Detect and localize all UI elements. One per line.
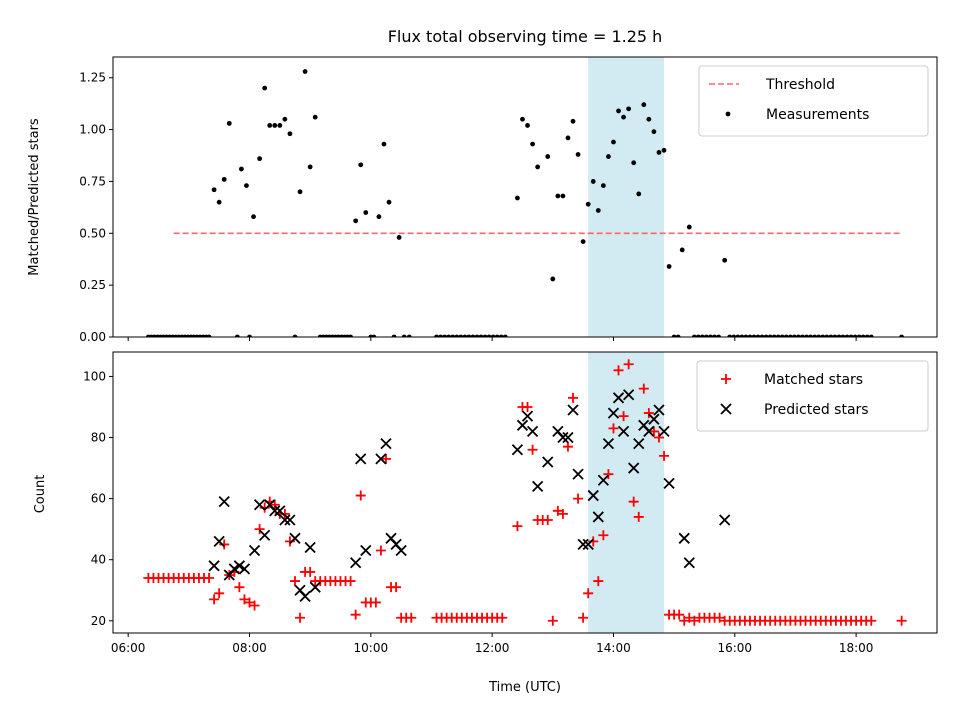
- measurement-point: [611, 140, 616, 145]
- measurement-point: [641, 102, 646, 107]
- measurement-point: [277, 123, 282, 128]
- measurement-point: [680, 247, 685, 252]
- top-y-axis-label: Matched/Predicted stars: [27, 118, 42, 276]
- measurement-point: [657, 150, 662, 155]
- x-axis-label: Time (UTC): [488, 680, 561, 695]
- legend-label: Matched stars: [764, 372, 863, 388]
- legend-label: Predicted stars: [764, 402, 869, 418]
- bottom-y-tick-label: 20: [91, 614, 106, 628]
- bottom-y-tick-label: 60: [91, 492, 106, 506]
- legend-label: Threshold: [765, 77, 835, 93]
- x-tick-label: 10:00: [354, 641, 389, 655]
- measurement-point: [616, 109, 621, 114]
- bottom-y-tick-label: 80: [91, 431, 106, 445]
- measurement-point: [298, 189, 303, 194]
- measurement-point: [667, 264, 672, 269]
- measurement-point: [520, 117, 525, 122]
- measurement-point: [636, 191, 641, 196]
- measurement-point: [217, 200, 222, 205]
- measurement-point: [308, 165, 313, 170]
- top-y-tick-label: 1.25: [79, 71, 106, 85]
- measurement-point: [535, 165, 540, 170]
- measurement-point: [591, 179, 596, 184]
- legend-measurement-swatch: [726, 112, 731, 117]
- measurement-point: [550, 277, 555, 282]
- top-y-tick-label: 1.00: [79, 123, 106, 137]
- measurement-point: [387, 200, 392, 205]
- measurement-point: [257, 156, 262, 161]
- measurement-point: [596, 208, 601, 213]
- measurement-point: [571, 119, 576, 124]
- measurement-point: [288, 131, 293, 136]
- measurement-point: [555, 194, 560, 199]
- top-y-tick-label: 0.75: [79, 174, 106, 188]
- measurement-point: [606, 154, 611, 159]
- chart-title: Flux total observing time = 1.25 h: [388, 27, 663, 46]
- measurement-point: [525, 123, 530, 128]
- measurement-point: [626, 106, 631, 111]
- top-y-tick-label: 0.25: [79, 278, 106, 292]
- measurement-point: [631, 160, 636, 165]
- measurement-point: [377, 214, 382, 219]
- x-tick-label: 18:00: [839, 641, 874, 655]
- measurement-point: [282, 117, 287, 122]
- x-tick-label: 06:00: [111, 641, 146, 655]
- x-tick-label: 14:00: [596, 641, 631, 655]
- chart-figure: Flux total observing time = 1.25 h 0.00 0…: [0, 0, 960, 720]
- measurement-point: [652, 129, 657, 134]
- measurement-point: [722, 258, 727, 263]
- measurement-point: [227, 121, 232, 126]
- measurement-point: [251, 214, 256, 219]
- top-highlight-span: [588, 57, 664, 337]
- measurement-point: [601, 183, 606, 188]
- bottom-legend: Matched stars Predicted stars: [697, 361, 928, 431]
- measurement-point: [267, 123, 272, 128]
- measurement-point: [363, 210, 368, 215]
- measurement-point: [576, 152, 581, 157]
- measurement-point: [358, 162, 363, 167]
- measurement-point: [646, 117, 651, 122]
- legend-label: Measurements: [766, 107, 869, 123]
- measurement-point: [313, 115, 318, 120]
- measurement-point: [662, 148, 667, 153]
- measurement-point: [262, 86, 267, 91]
- measurement-point: [239, 167, 244, 172]
- measurement-point: [545, 154, 550, 159]
- top-y-tick-label: 0.00: [79, 330, 106, 344]
- measurement-point: [515, 196, 520, 201]
- top-legend: Threshold Measurements: [699, 66, 928, 136]
- measurement-point: [222, 177, 227, 182]
- measurement-point: [353, 218, 358, 223]
- bottom-y-axis-label: Count: [33, 475, 48, 514]
- measurement-point: [581, 239, 586, 244]
- measurement-point: [621, 115, 626, 120]
- measurement-point: [586, 202, 591, 207]
- bottom-y-tick-label: 40: [91, 553, 106, 567]
- measurement-point: [566, 135, 571, 140]
- measurement-point: [561, 194, 566, 199]
- measurement-point: [530, 142, 535, 147]
- bottom-highlight-span: [588, 352, 664, 633]
- x-tick-label: 16:00: [717, 641, 752, 655]
- x-tick-label: 08:00: [232, 641, 267, 655]
- measurement-point: [303, 69, 308, 74]
- measurement-point: [212, 187, 217, 192]
- measurement-point: [397, 235, 402, 240]
- measurement-point: [687, 225, 692, 230]
- top-y-tick-label: 0.50: [79, 226, 106, 240]
- measurement-point: [244, 183, 249, 188]
- x-tick-label: 12:00: [475, 641, 510, 655]
- measurement-point: [272, 123, 277, 128]
- measurement-point: [382, 142, 387, 147]
- bottom-y-tick-label: 100: [83, 369, 106, 383]
